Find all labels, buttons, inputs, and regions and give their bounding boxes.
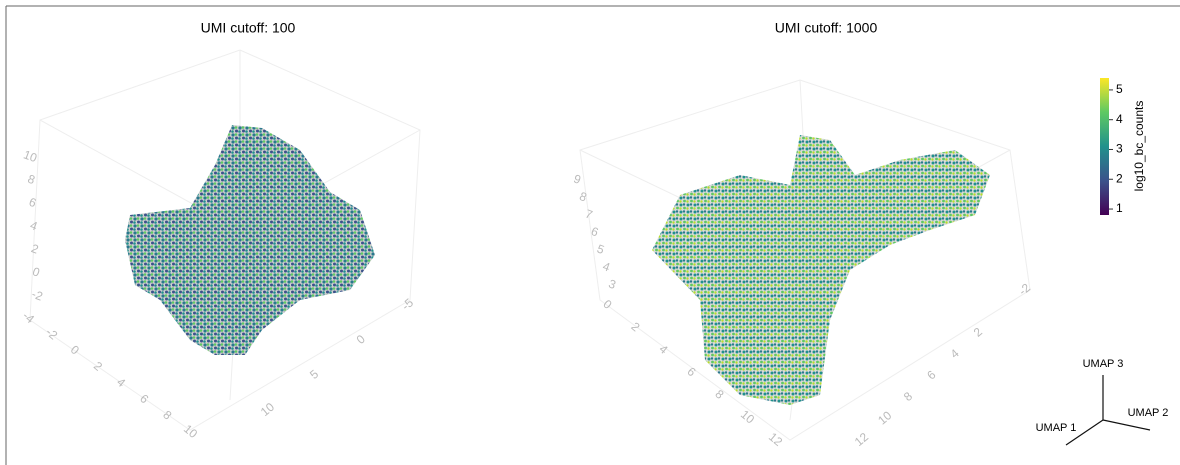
z-tick-label: 10 [22, 147, 40, 165]
axes-legend-label: UMAP 2 [1128, 407, 1169, 419]
x-tick-label: 8 [160, 408, 174, 423]
colorbar-tick-label: 4 [1116, 112, 1123, 126]
x-tick-label: 4 [114, 375, 128, 390]
y-tick-label: 10 [875, 408, 894, 428]
colorbar-tick-label: 5 [1116, 82, 1123, 96]
z-tick-label: 6 [27, 195, 38, 211]
axes-legend-arrows [1065, 375, 1151, 446]
colorbar-tick-label: 3 [1116, 142, 1123, 156]
x-tick-label: 4 [656, 342, 670, 357]
panel-title: UMI cutoff: 1000 [775, 20, 878, 36]
axes-legend-label: UMAP 3 [1083, 358, 1124, 370]
x-tick-label: 6 [684, 364, 698, 379]
z-tick-label: -2 [30, 287, 45, 304]
z-tick-label: 6 [589, 224, 600, 240]
x-tick-label: 6 [137, 391, 151, 406]
z-tick-label: 5 [595, 242, 606, 258]
x-tick-label: 10 [738, 407, 757, 427]
z-tick-label: 4 [601, 259, 612, 275]
z-tick-label: 9 [572, 172, 583, 188]
y-tick-label: -5 [399, 295, 416, 313]
x-tick-label: 8 [712, 387, 726, 402]
z-tick-label: 8 [26, 172, 37, 188]
x-tick-label: 12 [766, 430, 785, 450]
z-tick-label: 2 [29, 241, 40, 257]
y-tick-label: 8 [901, 389, 915, 404]
colorbar-title: log10_bc_counts [1132, 101, 1146, 192]
y-tick-label: 5 [307, 367, 321, 382]
point-cloud [125, 125, 375, 355]
point-cloud [652, 135, 990, 405]
z-tick-label: 3 [607, 277, 618, 293]
y-tick-label: 10 [258, 400, 277, 420]
colorbar [1100, 78, 1109, 215]
z-tick-label: 7 [583, 207, 594, 223]
x-tick-label: -2 [43, 325, 60, 343]
y-tick-label: 0 [354, 332, 368, 347]
axes-legend-label: UMAP 1 [1036, 422, 1077, 434]
y-tick-label: 12 [852, 430, 871, 450]
colorbar-tick-label: 2 [1116, 171, 1123, 185]
x-tick-label: 10 [181, 422, 200, 442]
colorbar-tick-label: 1 [1116, 201, 1123, 215]
y-tick-label: 6 [924, 367, 938, 382]
z-tick-label: 0 [31, 264, 42, 280]
y-tick-label: -2 [1016, 280, 1033, 298]
y-tick-label: 4 [948, 346, 962, 361]
panel-title: UMI cutoff: 100 [201, 20, 296, 36]
z-tick-label: 8 [578, 189, 589, 205]
x-tick-label: 0 [68, 342, 82, 357]
z-tick-label: 4 [28, 218, 39, 234]
y-tick-label: 2 [971, 325, 985, 340]
x-tick-label: 2 [628, 319, 642, 334]
x-tick-label: 2 [91, 359, 105, 374]
